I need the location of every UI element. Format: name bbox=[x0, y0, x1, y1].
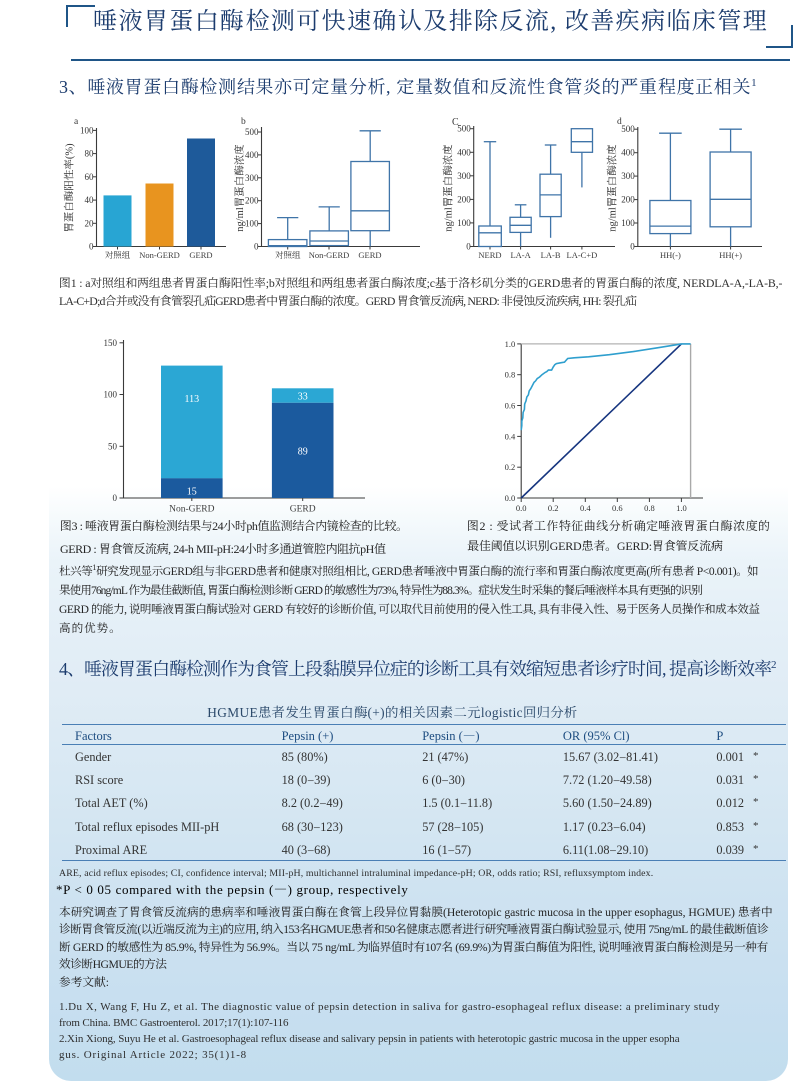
svg-text:LA-A: LA-A bbox=[510, 249, 531, 261]
svg-text:C: C bbox=[452, 113, 459, 128]
svg-text:HH(-): HH(-) bbox=[660, 249, 681, 261]
svg-text:300: 300 bbox=[457, 169, 471, 182]
svg-text:d: d bbox=[617, 113, 622, 127]
svg-text:0.4: 0.4 bbox=[505, 430, 516, 442]
svg-text:15: 15 bbox=[187, 483, 197, 498]
svg-text:b: b bbox=[241, 113, 246, 127]
svg-text:Non-GERD: Non-GERD bbox=[169, 501, 215, 515]
svg-text:0: 0 bbox=[89, 240, 94, 253]
svg-text:100: 100 bbox=[621, 216, 635, 229]
svg-text:500: 500 bbox=[621, 122, 635, 135]
svg-text:400: 400 bbox=[621, 146, 635, 159]
svg-text:0: 0 bbox=[466, 240, 471, 253]
svg-text:0.6: 0.6 bbox=[612, 502, 623, 514]
svg-text:20: 20 bbox=[85, 216, 95, 229]
svg-text:150: 150 bbox=[104, 338, 118, 349]
svg-text:0.8: 0.8 bbox=[505, 369, 516, 381]
svg-text:89: 89 bbox=[298, 443, 308, 458]
svg-text:0.4: 0.4 bbox=[580, 502, 591, 514]
svg-text:40: 40 bbox=[85, 193, 95, 206]
svg-text:0.0: 0.0 bbox=[505, 492, 516, 504]
svg-text:200: 200 bbox=[621, 193, 635, 206]
svg-text:胃蛋白酶阳性率(%): 胃蛋白酶阳性率(%) bbox=[62, 143, 77, 233]
svg-text:100: 100 bbox=[80, 123, 94, 136]
svg-text:0: 0 bbox=[630, 240, 635, 253]
svg-text:1.0: 1.0 bbox=[676, 502, 687, 514]
svg-text:0: 0 bbox=[254, 240, 259, 253]
svg-text:GERD: GERD bbox=[290, 501, 316, 515]
svg-text:0.0: 0.0 bbox=[516, 502, 527, 514]
svg-text:300: 300 bbox=[245, 171, 259, 184]
svg-text:113: 113 bbox=[184, 390, 199, 405]
svg-text:100: 100 bbox=[104, 388, 118, 401]
svg-text:GERD: GERD bbox=[189, 249, 212, 261]
svg-text:200: 200 bbox=[245, 194, 259, 207]
svg-text:a: a bbox=[74, 113, 79, 127]
svg-text:500: 500 bbox=[457, 122, 471, 135]
svg-text:33: 33 bbox=[298, 388, 308, 403]
svg-text:LA-B: LA-B bbox=[541, 249, 561, 261]
svg-text:100: 100 bbox=[245, 217, 259, 230]
svg-text:0: 0 bbox=[113, 491, 118, 504]
svg-text:0.8: 0.8 bbox=[644, 502, 655, 514]
svg-text:200: 200 bbox=[457, 192, 471, 205]
svg-text:Non-GERD: Non-GERD bbox=[139, 249, 180, 261]
svg-text:0.2: 0.2 bbox=[548, 502, 559, 514]
svg-text:对照组: 对照组 bbox=[105, 249, 131, 261]
svg-text:300: 300 bbox=[621, 169, 635, 182]
svg-text:100: 100 bbox=[457, 216, 471, 229]
svg-text:LA-C+D: LA-C+D bbox=[567, 249, 598, 261]
svg-text:GERD: GERD bbox=[358, 249, 381, 261]
svg-text:400: 400 bbox=[245, 148, 259, 161]
svg-text:50: 50 bbox=[108, 439, 118, 452]
svg-text:80: 80 bbox=[85, 147, 95, 160]
svg-text:60: 60 bbox=[85, 170, 95, 183]
svg-text:1.0: 1.0 bbox=[505, 338, 516, 350]
svg-text:ng/ml胃蛋白酶浓度: ng/ml胃蛋白酶浓度 bbox=[232, 144, 247, 232]
svg-text:ng/ml胃蛋白酶浓度: ng/ml胃蛋白酶浓度 bbox=[441, 144, 456, 232]
svg-text:ng/ml胃蛋白酶浓度: ng/ml胃蛋白酶浓度 bbox=[605, 144, 620, 232]
svg-text:HH(+): HH(+) bbox=[719, 249, 742, 261]
svg-text:500: 500 bbox=[245, 125, 259, 138]
svg-text:400: 400 bbox=[457, 145, 471, 158]
svg-text:0.2: 0.2 bbox=[505, 461, 516, 473]
svg-text:对照组: 对照组 bbox=[275, 249, 301, 261]
svg-text:NERD: NERD bbox=[478, 249, 501, 261]
svg-text:Non-GERD: Non-GERD bbox=[309, 249, 350, 261]
svg-text:0.6: 0.6 bbox=[505, 400, 516, 412]
